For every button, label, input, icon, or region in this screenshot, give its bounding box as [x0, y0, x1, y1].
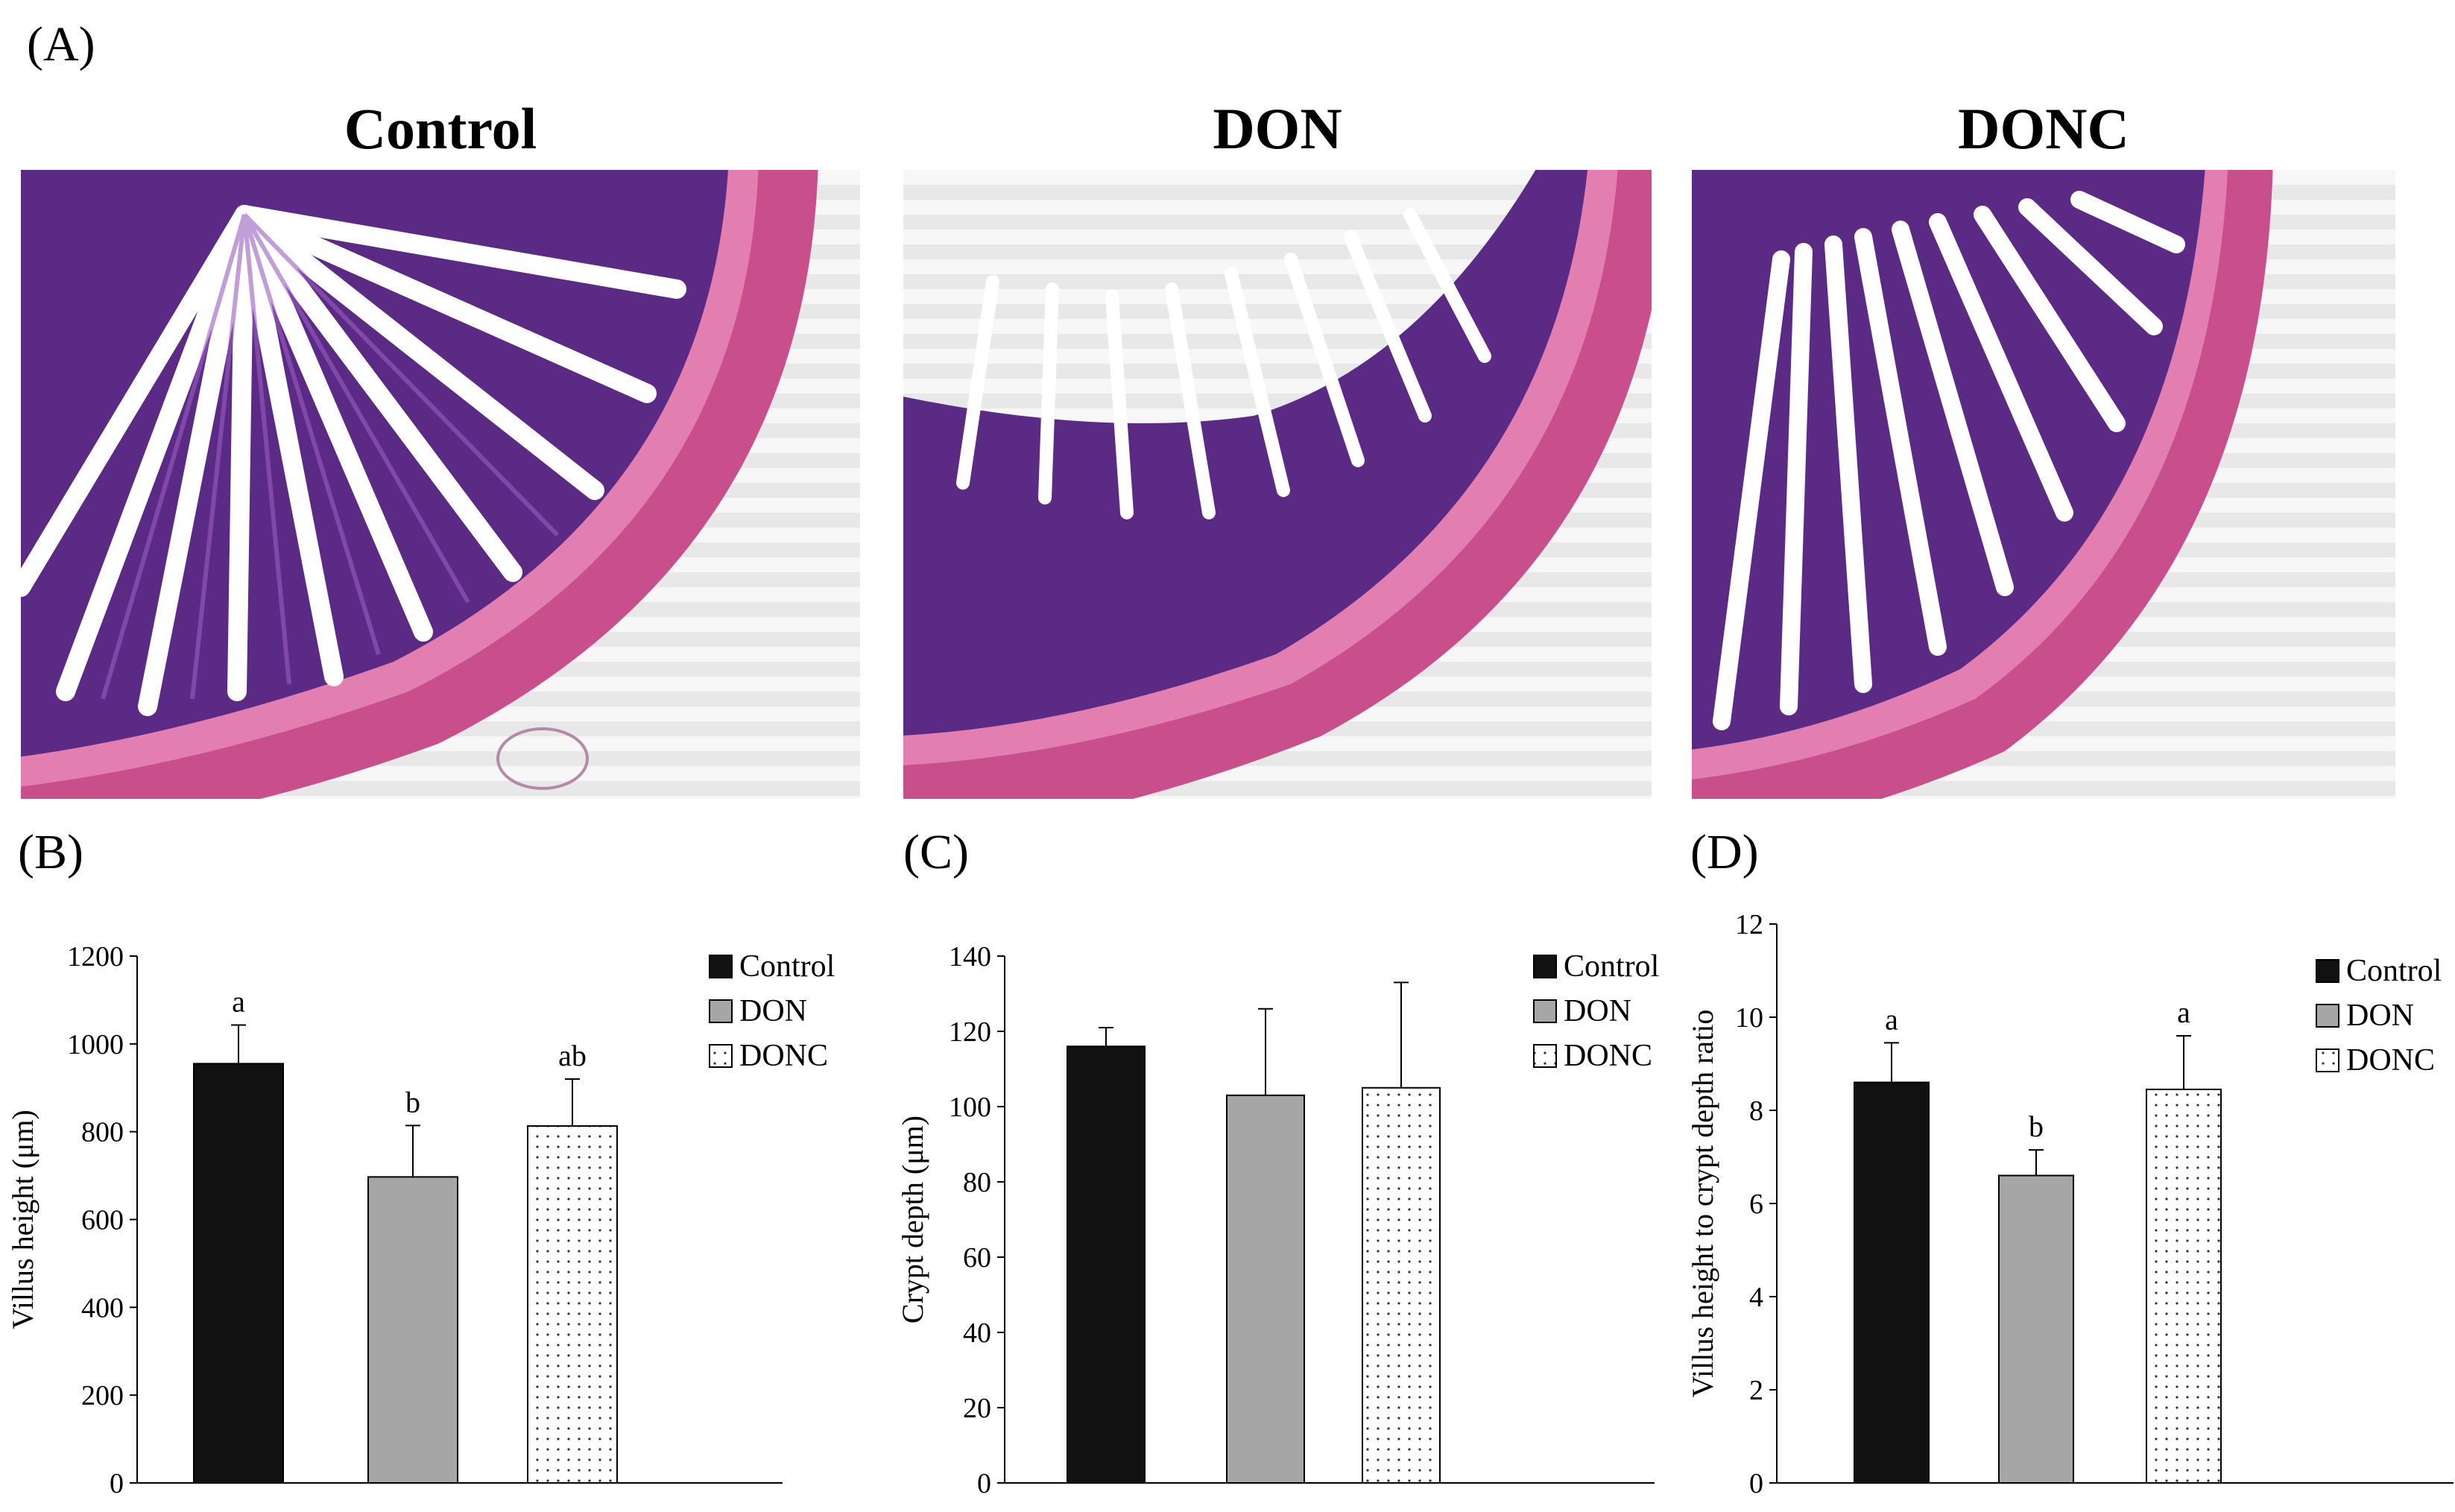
y-tick-label: 200	[81, 1380, 124, 1411]
micrograph-control	[21, 170, 860, 799]
y-tick-label: 6	[1749, 1189, 1763, 1220]
panel-label-b: (B)	[18, 825, 83, 879]
significance-label: a	[2177, 996, 2190, 1029]
histology-image	[903, 170, 1652, 799]
panel-label-a: (A)	[27, 17, 95, 72]
bar-donc	[2146, 1088, 2222, 1484]
y-tick-label: 2	[1749, 1375, 1763, 1406]
significance-label: a	[232, 984, 245, 1018]
y-tick-label: 140	[949, 941, 991, 972]
legend-label-donc: DONC	[2346, 1043, 2435, 1078]
legend-swatch-donc	[1533, 1044, 1557, 1068]
micrograph-donc	[1692, 170, 2395, 799]
y-tick-label: 0	[1749, 1468, 1763, 1499]
y-tick-label: 0	[110, 1468, 124, 1499]
y-tick-label: 4	[1749, 1282, 1763, 1313]
y-axis-title: Villus height to crypt depth ratio	[1686, 1010, 1719, 1398]
legend-label-donc: DONC	[1564, 1039, 1652, 1073]
legend-swatch-control	[1533, 955, 1557, 978]
legend-label-don: DON	[2346, 999, 2414, 1033]
legend-swatch-donc	[709, 1044, 733, 1068]
y-tick-label: 100	[949, 1092, 991, 1123]
histology-image	[1692, 170, 2395, 799]
panel-label-c: (C)	[903, 825, 969, 879]
chart-villus-height: 0 200 400 600 800 1000 1200 Villus height (μm) a…	[0, 902, 903, 1512]
y-tick-label: 600	[81, 1205, 124, 1236]
y-tick-label: 1200	[67, 941, 124, 972]
y-tick-label: 40	[963, 1318, 991, 1349]
legend-swatch-don	[709, 999, 733, 1023]
chart-svg: 0 2 4 6 8 10 12 Villus height to crypt depth ra…	[1686, 909, 2454, 1499]
micrograph-don	[903, 170, 1652, 799]
y-tick-label: 120	[949, 1016, 991, 1048]
y-tick-label: 1000	[67, 1029, 124, 1060]
y-tick-label: 12	[1735, 909, 1763, 940]
chart-svg: 0 20 40 60 80 100 120 140 Crypt depth (μm) Contro…	[896, 941, 1659, 1499]
micrograph-title-control: Control	[344, 96, 537, 161]
y-tick-label: 8	[1749, 1095, 1763, 1127]
bar-control	[1067, 1046, 1146, 1484]
y-tick-label: 20	[963, 1393, 991, 1424]
chart-svg: 0 200 400 600 800 1000 1200 Villus height (μm) a…	[6, 941, 835, 1499]
bar-control	[193, 1063, 284, 1484]
bar-don	[367, 1176, 458, 1484]
bar-don	[1226, 1094, 1305, 1484]
legend-label-don: DON	[739, 994, 807, 1028]
legend-label-control: Control	[739, 949, 835, 984]
significance-label: a	[1885, 1002, 1898, 1036]
legend-label-don: DON	[1564, 994, 1631, 1028]
micrograph-title-donc: DONC	[1958, 96, 2129, 161]
significance-label: ab	[558, 1039, 587, 1072]
bar-control	[1854, 1081, 1930, 1484]
y-tick-label: 800	[81, 1117, 124, 1148]
legend-label-control: Control	[2346, 954, 2442, 988]
legend-swatch-don	[1533, 999, 1557, 1023]
y-tick-label: 10	[1735, 1002, 1763, 1034]
panel-label-d: (D)	[1690, 825, 1759, 879]
legend-label-control: Control	[1564, 949, 1659, 984]
y-tick-label: 0	[977, 1468, 991, 1499]
legend-swatch-control	[709, 955, 733, 978]
legend-swatch-donc	[2316, 1048, 2339, 1072]
bar-donc	[1362, 1086, 1441, 1484]
legend-label-donc: DONC	[739, 1039, 828, 1073]
y-axis-title: Crypt depth (μm)	[896, 1116, 929, 1323]
significance-label: b	[405, 1085, 420, 1119]
legend-swatch-don	[2316, 1004, 2339, 1028]
chart-villus-crypt-ratio: 0 2 4 6 8 10 12 Villus height to crypt depth ra…	[1686, 902, 2455, 1512]
micrograph-title-don: DON	[1213, 96, 1342, 161]
significance-label: b	[2029, 1110, 2044, 1143]
y-axis-title: Villus height (μm)	[6, 1110, 40, 1329]
y-tick-label: 60	[963, 1242, 991, 1274]
y-tick-label: 80	[963, 1167, 991, 1198]
histology-image	[21, 170, 860, 799]
y-tick-label: 400	[81, 1292, 124, 1323]
bar-don	[1998, 1174, 2074, 1484]
bar-donc	[527, 1125, 618, 1484]
chart-crypt-depth: 0 20 40 60 80 100 120 140 Crypt depth (μm) Contro…	[896, 902, 1692, 1512]
legend-swatch-control	[2316, 959, 2339, 983]
